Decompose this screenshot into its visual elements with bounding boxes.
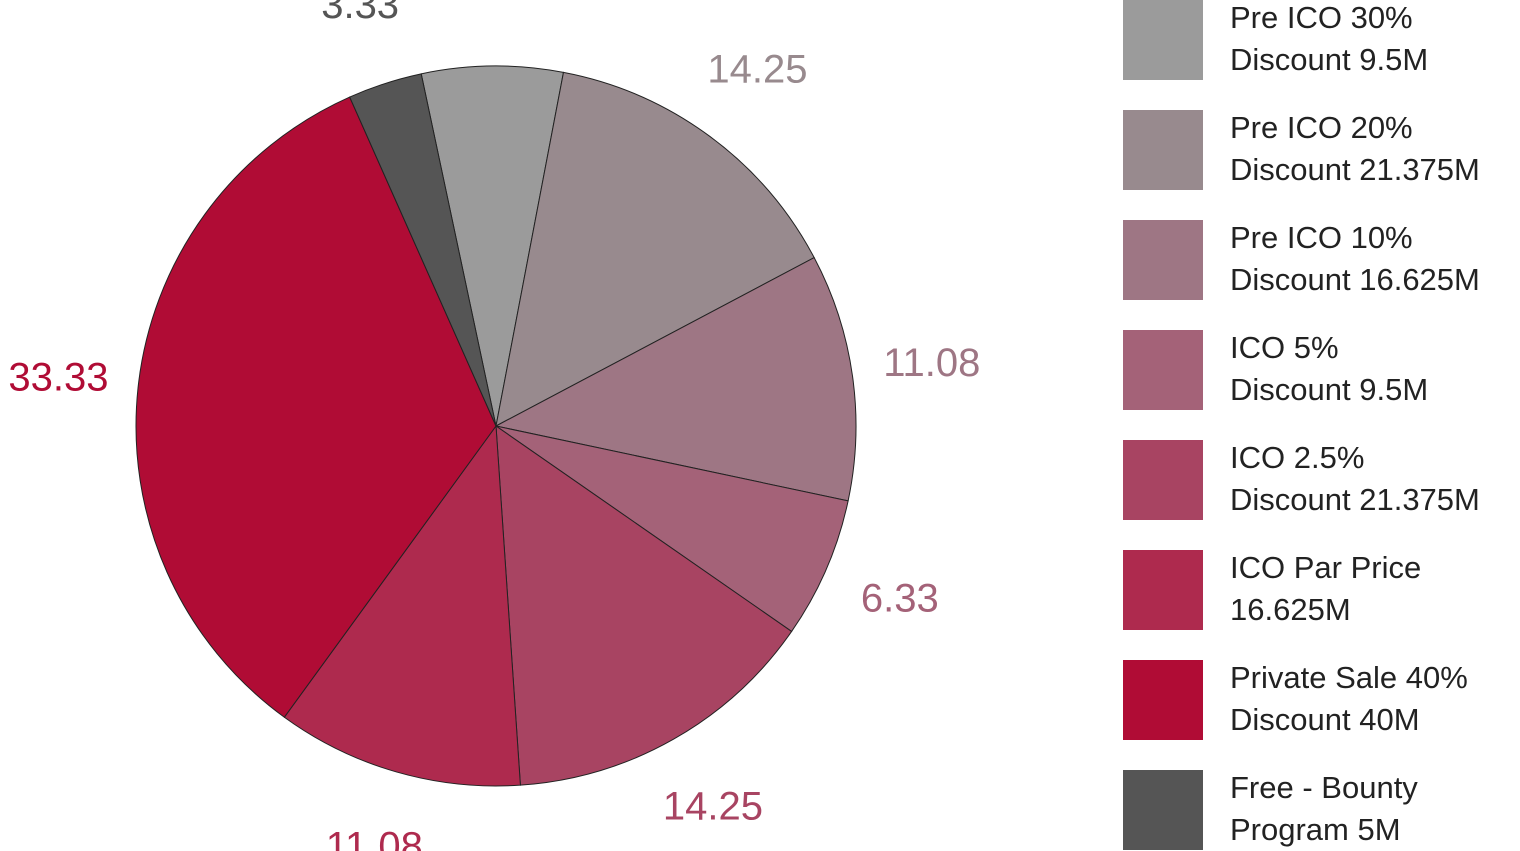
legend-label: Discount 40M bbox=[1230, 702, 1420, 737]
legend-label: Discount 21.375M bbox=[1230, 482, 1480, 517]
value-label: 11.08 bbox=[326, 824, 423, 851]
value-label: 11.08 bbox=[883, 341, 980, 385]
legend-label: Discount 9.5M bbox=[1230, 42, 1428, 77]
pie-slice bbox=[135, 96, 497, 718]
value-label: 33.33 bbox=[8, 355, 108, 399]
legend-swatch bbox=[1123, 0, 1203, 80]
legend-swatch bbox=[1123, 110, 1203, 190]
value-label: 14.25 bbox=[707, 48, 807, 92]
pie-slice bbox=[494, 256, 857, 502]
value-label: 14.25 bbox=[663, 784, 763, 828]
legend-label: Private Sale 40% bbox=[1230, 660, 1468, 695]
legend-label: Pre ICO 10% bbox=[1230, 220, 1413, 255]
pie-slice bbox=[495, 71, 815, 427]
pie-slice bbox=[283, 424, 521, 787]
pie-slice bbox=[349, 73, 497, 427]
value-label: 6.33 bbox=[861, 576, 939, 620]
legend-swatch bbox=[1123, 440, 1203, 520]
legend-label: Pre ICO 30% bbox=[1230, 0, 1413, 35]
pie-slice bbox=[495, 425, 849, 633]
legend-label: ICO Par Price bbox=[1230, 550, 1421, 585]
pie-slice bbox=[495, 424, 793, 786]
legend-swatch bbox=[1123, 550, 1203, 630]
legend-label: Program 5M bbox=[1230, 812, 1401, 847]
legend-label: Pre ICO 20% bbox=[1230, 110, 1413, 145]
legend-label: ICO 5% bbox=[1230, 330, 1339, 365]
legend-swatch bbox=[1123, 330, 1203, 410]
legend-label: Discount 9.5M bbox=[1230, 372, 1428, 407]
value-label: 3.33 bbox=[321, 0, 399, 27]
legend-label: Free - Bounty bbox=[1230, 770, 1418, 805]
legend-label: Discount 16.625M bbox=[1230, 262, 1480, 297]
legend-label: 16.625M bbox=[1230, 592, 1351, 627]
legend-swatch bbox=[1123, 220, 1203, 300]
value-label: 6.33 bbox=[453, 0, 531, 6]
pie-slice bbox=[420, 65, 565, 427]
legend-label: ICO 2.5% bbox=[1230, 440, 1364, 475]
legend-swatch bbox=[1123, 660, 1203, 740]
legend-label: Discount 21.375M bbox=[1230, 152, 1480, 187]
legend-swatch bbox=[1123, 770, 1203, 850]
